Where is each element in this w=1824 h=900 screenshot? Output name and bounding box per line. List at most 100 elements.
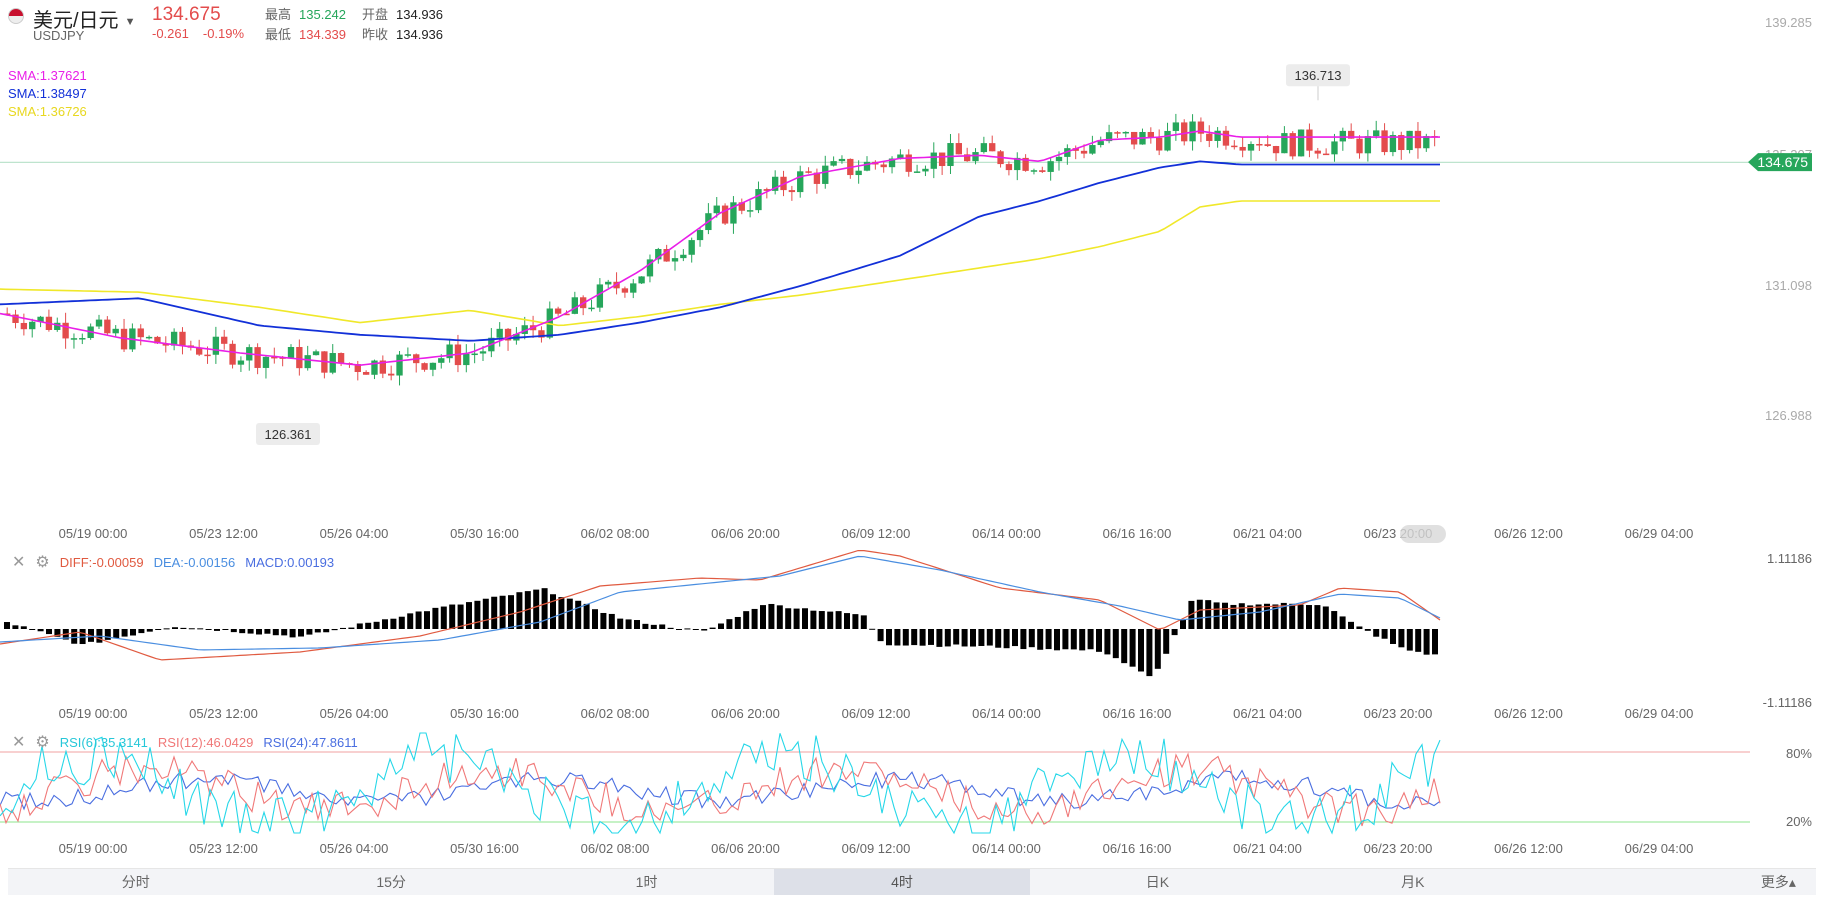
settings-icon[interactable]: ⚙ bbox=[35, 554, 50, 571]
settings-icon[interactable]: ⚙ bbox=[35, 734, 50, 751]
candle-body bbox=[830, 161, 837, 166]
candle-body bbox=[563, 313, 570, 316]
pair-selector[interactable]: 美元/日元 ▼ bbox=[33, 4, 135, 33]
macd-bar bbox=[482, 598, 489, 629]
candle-body bbox=[70, 338, 78, 340]
candle-body bbox=[337, 353, 345, 364]
timeframe-tabs: 分时 15分 1时 4时 日K 月K 更多▴ bbox=[8, 868, 1816, 895]
tab-4[interactable]: 日K bbox=[1145, 874, 1170, 890]
x-axis-label: 06/26 12:00 bbox=[1494, 841, 1563, 856]
chart-canvas[interactable]: 139.285135.207131.098126.988134.675136.7… bbox=[0, 0, 1824, 866]
candle-body bbox=[554, 308, 562, 314]
candle-body bbox=[746, 210, 754, 212]
x-axis-label: 05/30 16:00 bbox=[450, 706, 519, 721]
x-axis-label: 05/30 16:00 bbox=[450, 841, 519, 856]
candle-body bbox=[12, 314, 19, 323]
macd-bar bbox=[550, 594, 556, 629]
caret-down-icon: ▼ bbox=[124, 15, 136, 28]
candle-body bbox=[479, 351, 487, 354]
macd-dea-line bbox=[0, 555, 1441, 651]
macd-bar bbox=[1163, 629, 1170, 654]
candle-body bbox=[496, 328, 503, 338]
candle-body bbox=[179, 331, 186, 346]
tab-2[interactable]: 1时 bbox=[635, 874, 658, 890]
macd-bar bbox=[575, 600, 582, 629]
rsi24-line bbox=[0, 769, 1441, 811]
macd-bar bbox=[625, 619, 632, 629]
tab-5[interactable]: 月K bbox=[1401, 874, 1425, 890]
candle-body bbox=[772, 176, 779, 191]
macd-bar bbox=[1390, 629, 1396, 644]
macd-bar bbox=[936, 629, 943, 647]
candle-body bbox=[1356, 138, 1363, 154]
macd-bar bbox=[230, 629, 237, 633]
candle-body bbox=[463, 353, 470, 366]
candle-body bbox=[1005, 164, 1013, 171]
macd-bar bbox=[978, 629, 985, 646]
macd-bar bbox=[382, 619, 388, 629]
candle-body bbox=[37, 316, 44, 322]
candle-body bbox=[1406, 130, 1413, 151]
last-price: 134.675 bbox=[152, 4, 221, 25]
x-axis-label: 06/02 08:00 bbox=[581, 706, 650, 721]
sma-legend-1: SMA:1.37621 bbox=[8, 68, 87, 83]
macd-bar bbox=[928, 629, 934, 645]
tab-more[interactable]: 更多▴ bbox=[1760, 874, 1796, 890]
x-axis-label: 05/19 00:00 bbox=[59, 526, 128, 541]
candle-body bbox=[880, 164, 887, 168]
macd-bar bbox=[860, 615, 867, 629]
candle-body bbox=[1414, 130, 1422, 149]
candle-body bbox=[955, 143, 962, 155]
candle-body bbox=[1197, 121, 1205, 134]
macd-bar bbox=[1373, 629, 1380, 637]
quote-header: 美元/日元 ▼ USDJPY 134.675 -0.261 -0.19% 最高 135… bbox=[0, 0, 1824, 52]
candle-body bbox=[421, 363, 428, 370]
candle-body bbox=[287, 347, 295, 358]
macd-bar bbox=[617, 618, 624, 629]
stat-high: 最高 135.242 bbox=[265, 7, 347, 22]
candle-body bbox=[1089, 145, 1096, 154]
candle-body bbox=[1164, 130, 1171, 151]
candle-body bbox=[1039, 170, 1046, 172]
close-icon[interactable]: ✕ bbox=[12, 734, 26, 751]
macd-bar bbox=[4, 622, 10, 629]
macd-bar bbox=[776, 605, 783, 629]
macd-bar bbox=[1297, 604, 1304, 629]
macd-bar bbox=[793, 608, 800, 629]
macd-legend: ✕ ⚙ DIFF:-0.00059 DEA:-0.00156 MACD:0.00… bbox=[12, 552, 334, 572]
macd-bar bbox=[415, 611, 422, 629]
macd-bar bbox=[222, 629, 229, 630]
x-axis-label: 05/23 12:00 bbox=[189, 841, 258, 856]
candle-body bbox=[237, 360, 245, 365]
candle-body bbox=[304, 355, 311, 369]
macd-bar bbox=[331, 629, 338, 631]
candle-body bbox=[1156, 137, 1163, 151]
tab-0[interactable]: 分时 bbox=[121, 874, 150, 890]
candle-body bbox=[1281, 133, 1288, 154]
candle-body bbox=[296, 347, 303, 369]
tab-1[interactable]: 15分 bbox=[376, 874, 406, 890]
macd-diff-line bbox=[0, 550, 1441, 661]
candle-body bbox=[788, 190, 796, 193]
macd-bar bbox=[499, 595, 506, 629]
candle-body bbox=[1222, 130, 1230, 146]
macd-bar bbox=[1087, 629, 1094, 650]
sma-legend-2: SMA:1.38497 bbox=[8, 86, 87, 101]
macd-bar bbox=[466, 602, 472, 629]
candle-body bbox=[1181, 122, 1188, 142]
macd-bar bbox=[1230, 604, 1237, 629]
macd-bar bbox=[1045, 629, 1052, 650]
rsi-axis-20: 20% bbox=[1786, 814, 1812, 829]
macd-bar bbox=[1364, 629, 1371, 631]
x-axis-label: 06/14 00:00 bbox=[972, 841, 1041, 856]
rsi-axis-80: 80% bbox=[1786, 746, 1812, 761]
tab-3[interactable]: 4时 bbox=[774, 869, 1030, 895]
close-icon[interactable]: ✕ bbox=[12, 554, 26, 571]
x-axis-label: 06/06 20:00 bbox=[711, 526, 780, 541]
macd-bar bbox=[130, 629, 136, 636]
candle-body bbox=[221, 336, 228, 344]
candle-body bbox=[1331, 141, 1338, 155]
macd-bar bbox=[743, 611, 750, 629]
macd-bar bbox=[1020, 629, 1027, 650]
candle-body bbox=[1172, 122, 1180, 131]
